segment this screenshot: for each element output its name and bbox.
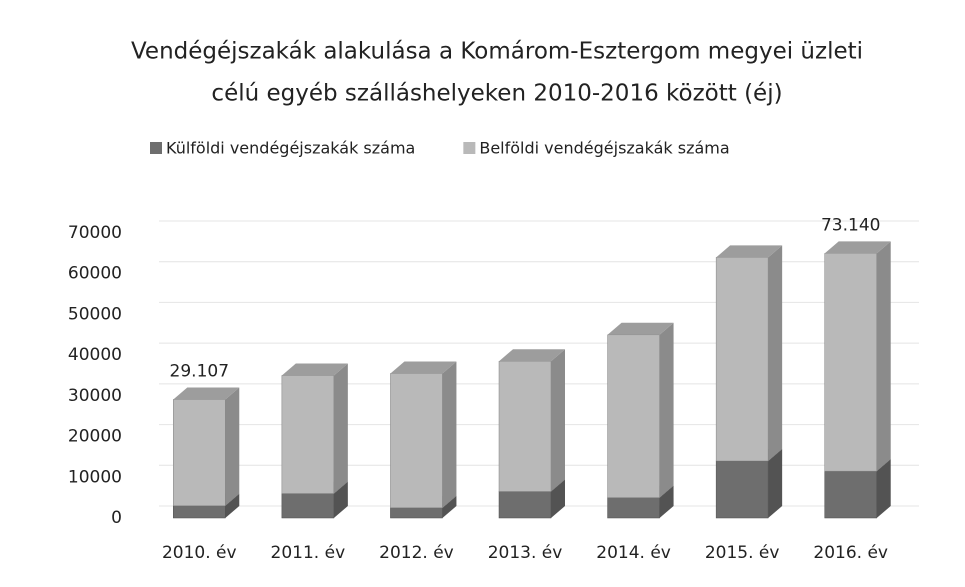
bar-face [442,361,457,508]
x-tick-label: 2010. év [162,543,237,563]
y-tick-label: 20000 [68,427,122,447]
bar-face [551,349,565,492]
bar-face [876,241,891,472]
bar-face [442,495,457,518]
bar-face [824,470,877,519]
bar-face [390,373,443,509]
bar-face [716,245,783,258]
bar-face [607,497,660,519]
bar-face [715,460,769,519]
data-label: 29.107 [170,361,229,381]
bar-face [390,507,443,519]
bar-face [715,257,769,462]
bar-segment [607,322,674,498]
x-tick-label: 2012. év [379,543,454,563]
legend-label: Belföldi vendégéjszakák száma [479,139,729,158]
y-tick-label: 70000 [68,223,122,243]
bar-face [768,449,783,518]
x-tick-label: 2014. év [596,543,671,563]
legend-swatch [463,142,476,154]
bar-face [498,491,552,519]
bar-segment [173,387,240,507]
bar-face [281,363,348,376]
bar-face [876,459,891,518]
bar-face [333,363,348,494]
bar-face [281,493,335,519]
chart-title: célú egyéb szálláshelyeken 2010-2016 köz… [211,81,782,107]
bar-segment [715,245,783,462]
chart-title: Vendégéjszakák alakulása a Komárom-Eszte… [131,39,863,65]
bar-face [551,479,565,518]
y-tick-label: 0 [111,508,122,528]
bar-face [659,485,674,518]
data-label: 73.140 [821,215,880,235]
bar-face [173,505,226,519]
y-tick-label: 50000 [68,304,122,324]
y-tick-label: 60000 [68,264,122,284]
bar-face [281,375,335,494]
bar-segment [281,363,348,494]
bar-segment [390,361,457,509]
y-tick-label: 30000 [68,386,122,406]
bar-face [824,253,877,472]
bar-face [499,349,565,362]
bar-face [607,322,674,335]
bar-face [768,245,783,461]
bar-face [173,399,226,507]
bar-segment [824,241,891,472]
x-tick-label: 2013. év [488,543,563,563]
y-tick-label: 10000 [68,467,122,487]
bar-face [607,334,660,498]
bar-segment [498,349,565,492]
legend-label: Külföldi vendégéjszakák száma [166,139,415,158]
x-tick-label: 2016. év [813,543,888,563]
bar-face [225,387,240,506]
x-tick-label: 2015. év [705,543,780,563]
bar-face [333,481,348,518]
legend-swatch [150,142,162,154]
bar-face [390,361,457,374]
bar-face [824,241,891,254]
bar-face [225,493,240,518]
bar-face [498,361,552,492]
x-tick-label: 2011. év [271,543,346,563]
bar-face [659,322,674,498]
bar-face [173,387,240,400]
y-tick-label: 40000 [68,345,122,365]
